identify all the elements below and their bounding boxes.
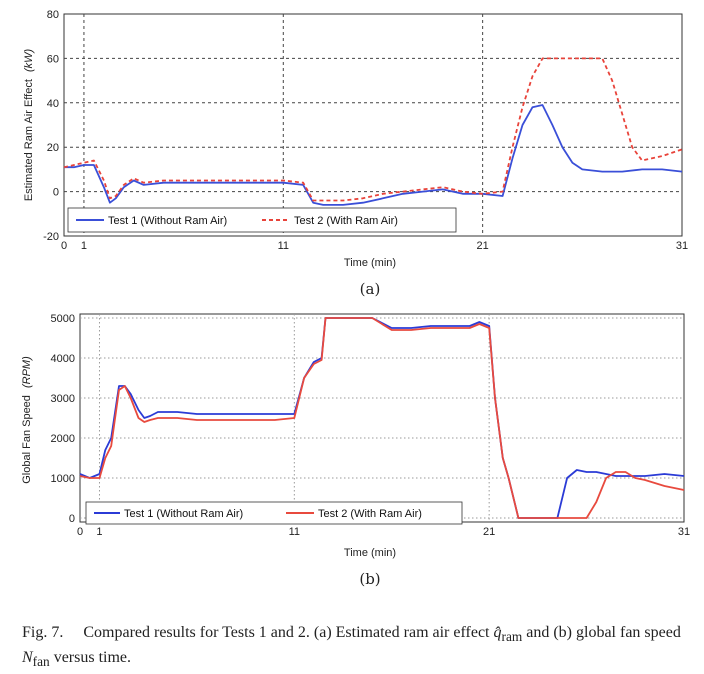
- figure-caption: Fig. 7. Compared results for Tests 1 and…: [22, 622, 694, 672]
- chart-b-x-tick-label: 11: [289, 526, 300, 538]
- chart-b-x-tick-label: 21: [483, 526, 495, 538]
- chart-b-series: [79, 317, 685, 519]
- chart-a-x-axis-label: Time (min): [344, 257, 396, 269]
- chart-b-legend-box: [85, 501, 463, 525]
- chart-b-y-tick-labels: 0 1000 2000 3000 4000 5000: [51, 313, 75, 525]
- chart-a-series: [63, 57, 683, 206]
- chart-a-legend: Test 1 (Without Ram Air) Test 2 (With Ra…: [67, 207, 457, 233]
- chart-b-series-line-test1: [79, 317, 685, 519]
- chart-b-panel-label: (b): [359, 570, 380, 588]
- chart-a-x-tick-labels: 0 1 11 21 31: [61, 240, 688, 252]
- chart-a-x-tick-label: 1: [81, 240, 87, 252]
- chart-b-y-tick-label: 2000: [51, 433, 75, 445]
- chart-b-y-tick-label: 5000: [51, 313, 75, 325]
- caption-text-1: Compared results for Tests 1 and 2. (a) …: [83, 624, 490, 641]
- chart-a-y-axis-label: Estimated Ram Air Effect (kW): [23, 48, 35, 201]
- chart-b-legend-label-test2: Test 2 (With Ram Air): [318, 508, 422, 520]
- chart-a-x-tick-label: 31: [676, 240, 688, 252]
- chart-a-y-tick-label: 20: [47, 142, 59, 154]
- caption-symbol-n: N: [22, 649, 33, 667]
- chart-a-legend-label-test2: Test 2 (With Ram Air): [294, 215, 398, 227]
- chart-a-y-axis-unit: (kW): [23, 48, 35, 72]
- chart-b-x-axis-label: Time (min): [344, 547, 396, 559]
- caption-fig-label: Fig. 7.: [22, 624, 64, 641]
- chart-a-series-line-test2: [63, 57, 683, 202]
- chart-b-y-axis-unit: (RPM): [21, 356, 33, 388]
- chart-b-y-tick-label: 3000: [51, 393, 75, 405]
- chart-a-y-tick-label: 40: [47, 98, 59, 110]
- chart-b-y-tick-label: 1000: [51, 473, 75, 485]
- caption-symbol-n-sub: fan: [32, 654, 50, 670]
- chart-a-x-tick-label: 21: [477, 240, 489, 252]
- caption-symbol-q-sub: ram: [501, 629, 523, 645]
- chart-a-x-tick-label: 11: [278, 240, 289, 252]
- chart-a-y-tick-labels: -20 0 20 40 60 80: [43, 9, 59, 243]
- chart-b-x-tick-labels: 0 1 11 21 31: [77, 526, 690, 538]
- caption-text-3: versus time.: [53, 649, 132, 667]
- chart-b-y-axis-label-text: Global Fan Speed: [21, 395, 33, 484]
- chart-b-x-tick-label: 31: [678, 526, 690, 538]
- chart-b-x-tick-label: 1: [96, 526, 102, 538]
- chart-b-legend: Test 1 (Without Ram Air) Test 2 (With Ra…: [85, 501, 463, 525]
- chart-a-plot-area: [63, 13, 683, 237]
- caption-symbol-q: q̂: [493, 624, 502, 641]
- chart-b-legend-label-test1: Test 1 (Without Ram Air): [124, 508, 243, 520]
- chart-b-y-tick-label: 0: [69, 513, 75, 525]
- chart-b-series-line-test2: [79, 317, 685, 519]
- chart-b-y-tick-label: 4000: [51, 353, 75, 365]
- chart-a-y-tick-label: 60: [47, 53, 59, 65]
- chart-b-x-tick-label: 0: [77, 526, 83, 538]
- chart-a-x-tick-label: 0: [61, 240, 67, 252]
- chart-a-y-tick-label: -20: [43, 231, 59, 243]
- caption-text-2: and (b) global fan speed: [526, 624, 681, 641]
- chart-a-grid: [64, 14, 682, 236]
- chart-a-y-tick-label: 0: [53, 187, 59, 199]
- chart-a-panel-label: (a): [360, 280, 381, 298]
- chart-a-legend-label-test1: Test 1 (Without Ram Air): [108, 215, 227, 227]
- chart-a-y-axis-label-text: Estimated Ram Air Effect: [23, 79, 35, 201]
- chart-a-series-line-test1: [64, 104, 683, 206]
- chart-a-y-tick-label: 80: [47, 9, 59, 21]
- chart-b-y-axis-label: Global Fan Speed (RPM): [21, 356, 33, 484]
